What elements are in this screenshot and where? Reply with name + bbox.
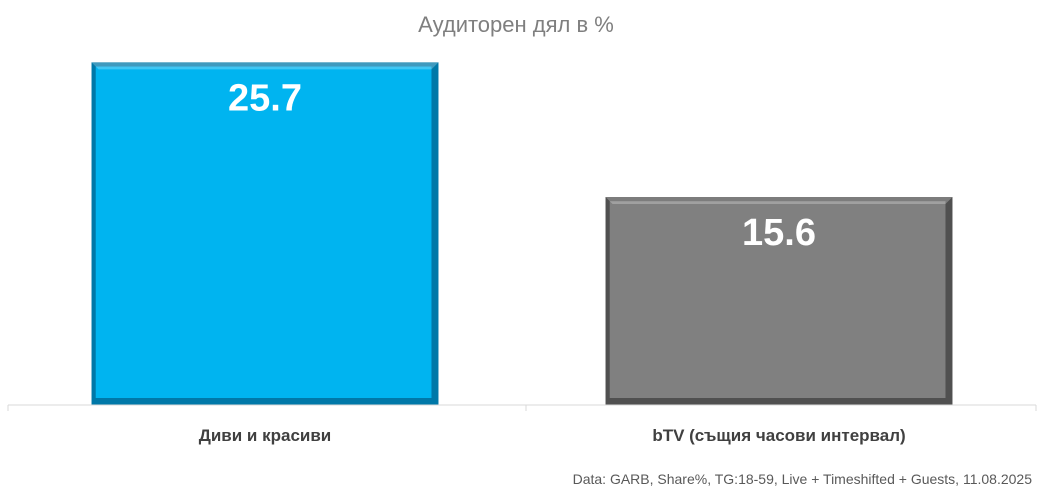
category-label: Диви и красиви — [199, 426, 332, 445]
category-label: bTV (същия часови интервал) — [652, 426, 905, 445]
bar-bevel-highlight — [605, 197, 953, 204]
bar-group — [91, 62, 439, 405]
chart-title: Аудиторен дял в % — [418, 12, 614, 37]
labels-layer: 25.7 Диви и красиви 15.6 bTV (същия часови … — [199, 77, 906, 445]
bar-value-label: 25.7 — [228, 77, 302, 119]
source-note: Data: GARB, Share%, TG:18-59, Live + Tim… — [573, 471, 1033, 487]
bars-layer — [91, 62, 953, 405]
bar-group — [605, 197, 953, 405]
bar-face — [95, 66, 432, 399]
bar-value-label: 15.6 — [742, 212, 816, 254]
bar-face — [609, 201, 946, 398]
bar-bevel-highlight — [91, 62, 439, 70]
